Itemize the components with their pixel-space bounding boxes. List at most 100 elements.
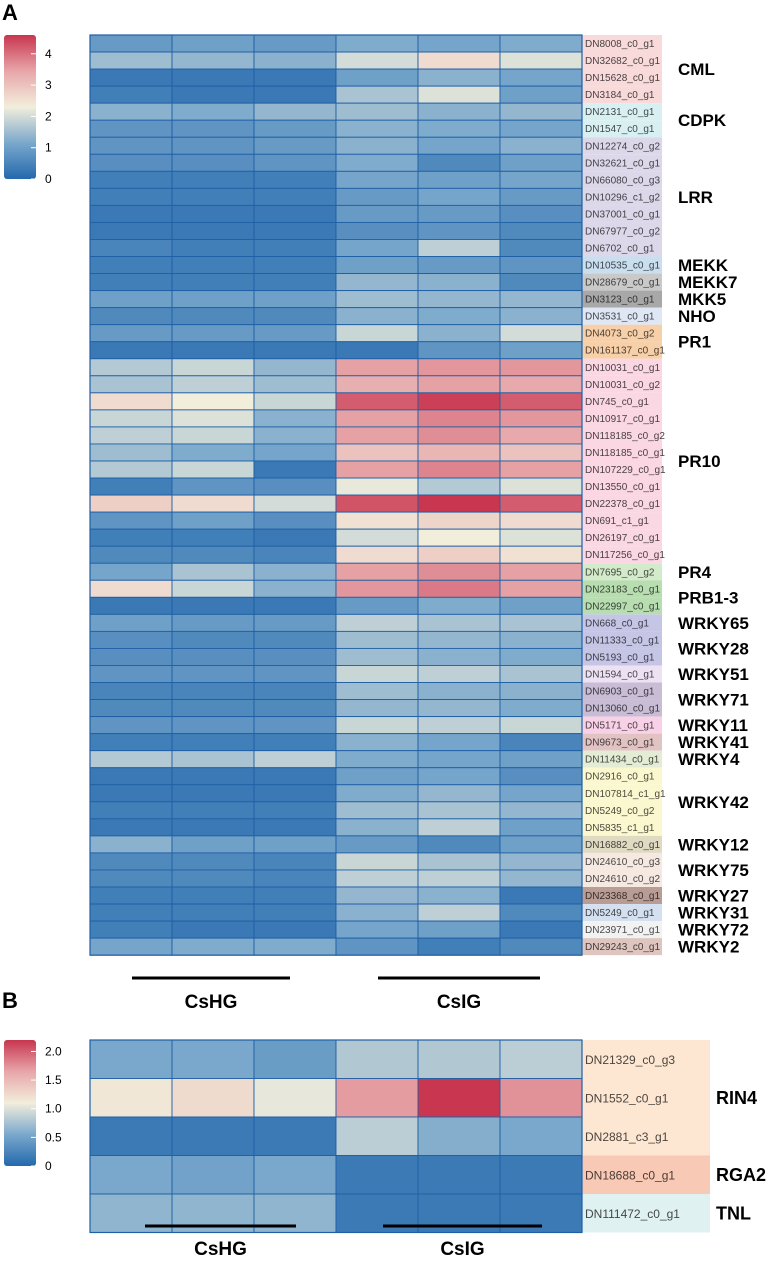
heatmap-cell <box>89 613 173 632</box>
heatmap-cell <box>335 818 419 837</box>
heatmap-cell <box>89 307 173 326</box>
heatmap-cell <box>499 613 583 632</box>
heatmap-cell <box>253 511 337 530</box>
heatmap-cell <box>417 784 501 803</box>
heatmap-cell <box>89 596 173 615</box>
heatmap-cell <box>417 477 501 496</box>
group-label: CsHG <box>185 992 238 1013</box>
heatmap-cell <box>253 613 337 632</box>
gene-label: DN12274_c0_g2 <box>585 141 660 152</box>
gene-label: DN66080_c0_g3 <box>585 175 660 186</box>
family-label: WRKY28 <box>678 639 749 658</box>
heatmap-cell <box>89 460 173 479</box>
heatmap-cell <box>253 545 337 564</box>
heatmap-cell <box>417 545 501 564</box>
gene-label: DN28679_c0_g1 <box>585 278 660 289</box>
gene-label-bg <box>582 290 662 308</box>
heatmap-cell <box>335 85 419 104</box>
heatmap-cell <box>253 409 337 428</box>
heatmap-cell <box>89 1155 173 1195</box>
heatmap-cell <box>335 801 419 820</box>
heatmap-cell <box>253 68 337 87</box>
gene-label: DN67977_c0_g2 <box>585 226 660 237</box>
heatmap-cell <box>89 750 173 769</box>
heatmap-cell <box>417 613 501 632</box>
heatmap-cell <box>171 835 255 854</box>
heatmap-cell <box>499 443 583 462</box>
heatmap-cell <box>171 886 255 905</box>
heatmap-cell <box>417 221 501 240</box>
heatmap-cell <box>253 630 337 649</box>
heatmap-cell <box>499 562 583 581</box>
gene-label: DN5193_c0_g1 <box>585 652 655 663</box>
gene-label-bg <box>582 835 662 853</box>
heatmap-border <box>89 1039 583 1234</box>
colorbar-tick-label: 1 <box>45 141 52 155</box>
heatmap-cell <box>417 767 501 786</box>
heatmap-cell <box>171 630 255 649</box>
gene-label-bg <box>582 443 662 461</box>
heatmap-cell <box>171 818 255 837</box>
heatmap-cell <box>253 1039 337 1079</box>
heatmap-cell <box>171 1116 255 1156</box>
heatmap-cell <box>417 818 501 837</box>
heatmap-cell <box>253 273 337 292</box>
gene-label-bg <box>582 938 662 956</box>
gene-label: DN668_c0_g1 <box>585 618 649 629</box>
heatmap-cell <box>89 733 173 752</box>
heatmap-cell <box>253 716 337 735</box>
heatmap-cell <box>499 392 583 411</box>
gene-label-bg <box>582 154 662 172</box>
heatmap-cell <box>417 239 501 257</box>
family-label: CML <box>678 60 715 79</box>
heatmap-cell <box>335 750 419 769</box>
heatmap-cell <box>335 256 419 275</box>
heatmap-cell <box>417 494 501 513</box>
heatmap-cell <box>89 34 173 53</box>
gene-label-bg <box>582 733 662 751</box>
heatmap-cell <box>417 68 501 87</box>
gene-label: DN118185_c0_g2 <box>585 431 665 442</box>
heatmap-cell <box>171 358 255 377</box>
heatmap-cell <box>89 85 173 104</box>
heatmap-cell <box>171 937 255 956</box>
heatmap-cell <box>417 170 501 189</box>
heatmap-cell <box>499 665 583 683</box>
heatmap-cell <box>417 852 501 871</box>
gene-label: DN107814_c1_g1 <box>585 789 666 800</box>
heatmap-cell <box>499 1116 583 1156</box>
heatmap-cell <box>253 392 337 411</box>
heatmap-cell <box>499 239 583 257</box>
heatmap-cell <box>171 784 255 803</box>
gene-label-bg <box>582 716 662 734</box>
heatmap-cell <box>417 630 501 649</box>
colorbar-tick-label: 2.0 <box>45 1044 62 1058</box>
heatmap-cell <box>417 324 501 343</box>
heatmap-cell <box>499 1078 583 1118</box>
gene-label: DN111472_c0_g1 <box>585 1207 680 1221</box>
heatmap-cell <box>417 204 501 223</box>
heatmap-cell <box>417 136 501 155</box>
heatmap-cell <box>499 818 583 837</box>
family-label: WRKY12 <box>678 835 749 854</box>
heatmap-cell <box>89 136 173 155</box>
heatmap-cell <box>253 1155 337 1195</box>
heatmap-cell <box>417 358 501 377</box>
heatmap-cell <box>335 239 419 257</box>
heatmap-cell <box>171 511 255 530</box>
heatmap-cell <box>499 85 583 104</box>
group-label: CsHG <box>194 1239 247 1260</box>
heatmap-cell <box>335 409 419 428</box>
colorbar <box>4 1040 36 1166</box>
heatmap-cell <box>499 477 583 496</box>
gene-label: DN691_c1_g1 <box>585 516 649 527</box>
heatmap-cell <box>253 460 337 479</box>
heatmap-cell <box>253 426 337 445</box>
gene-label: DN5249_c0_g1 <box>585 908 655 919</box>
heatmap-cell <box>417 187 501 206</box>
family-label: TNL <box>716 1203 751 1223</box>
heatmap-cell <box>335 51 419 70</box>
heatmap-cell <box>171 460 255 479</box>
heatmap-cell <box>171 682 255 701</box>
heatmap-cell <box>335 324 419 343</box>
